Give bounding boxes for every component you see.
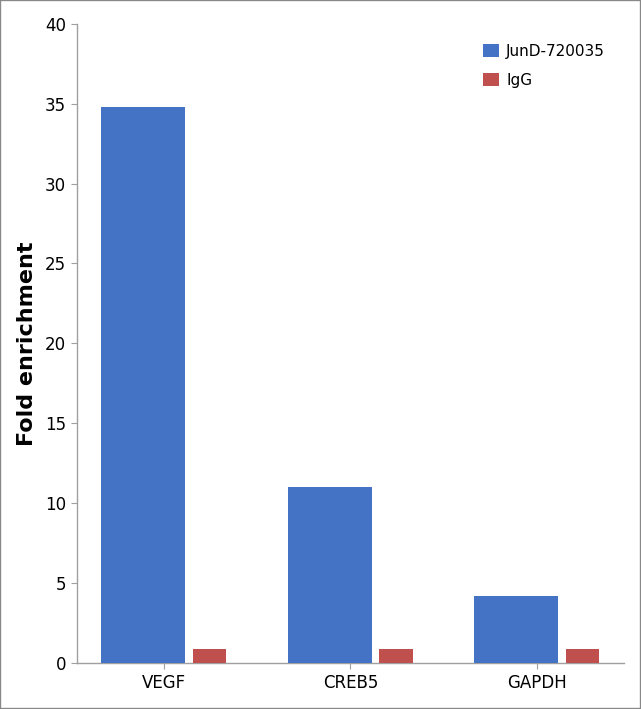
Bar — [474, 596, 558, 663]
Y-axis label: Fold enrichment: Fold enrichment — [17, 241, 37, 446]
Bar — [193, 649, 226, 663]
Bar — [101, 107, 185, 663]
Bar — [288, 487, 372, 663]
Legend: JunD-720035, IgG: JunD-720035, IgG — [477, 38, 612, 94]
Bar — [566, 649, 599, 663]
Bar — [379, 649, 413, 663]
